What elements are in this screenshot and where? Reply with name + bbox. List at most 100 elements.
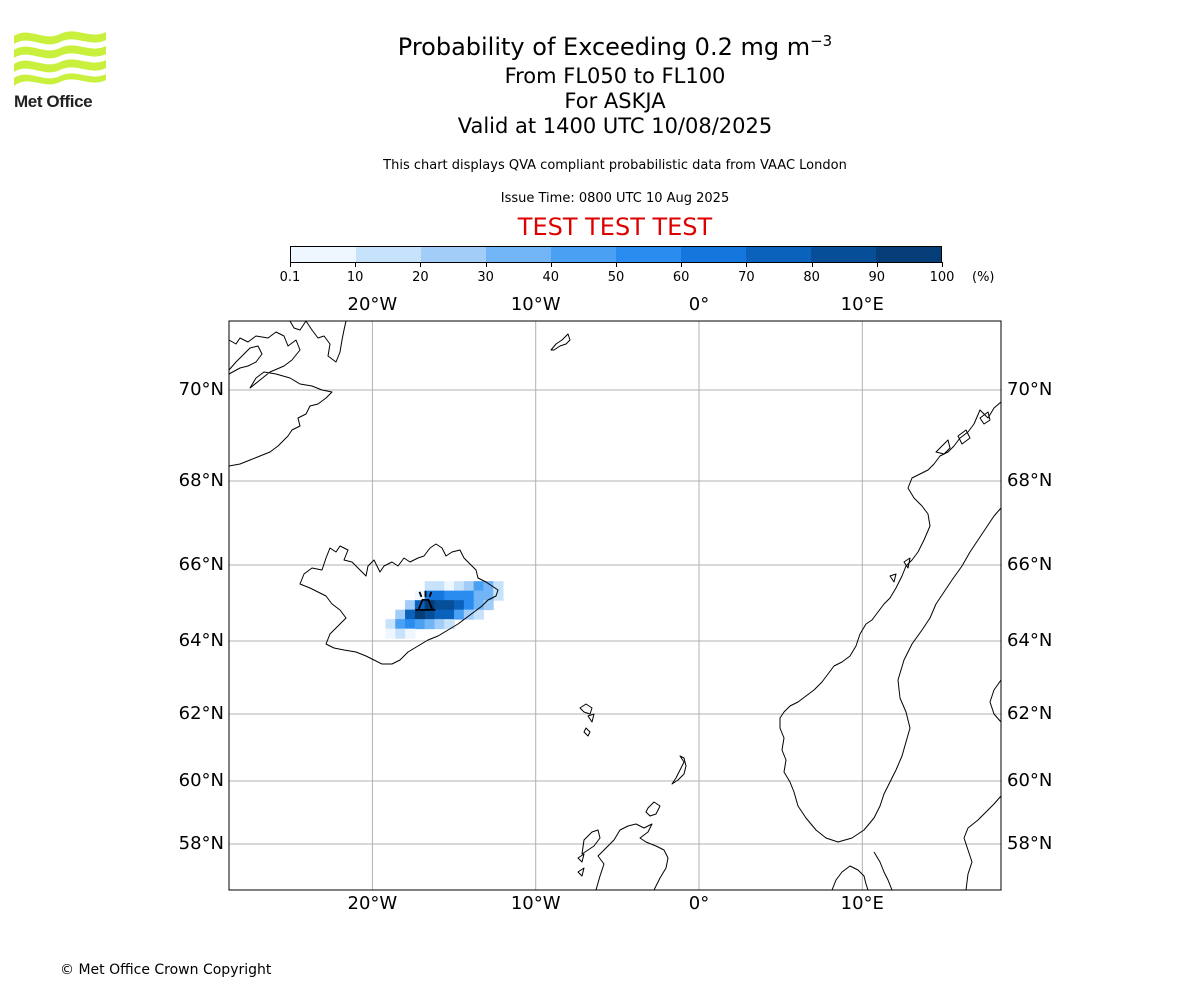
colorbar-segment bbox=[356, 247, 421, 262]
probability-cell bbox=[414, 609, 426, 620]
lon-tick-label-top: 20°W bbox=[347, 294, 398, 315]
probability-cell bbox=[395, 609, 406, 620]
map-frame bbox=[228, 320, 1002, 891]
probability-cell bbox=[454, 590, 465, 601]
probability-cell bbox=[405, 600, 416, 611]
colorbar-tick bbox=[550, 262, 552, 267]
probability-cell bbox=[473, 590, 484, 601]
probability-cell bbox=[405, 609, 416, 620]
flight-levels: From FL050 to FL100 bbox=[504, 64, 726, 88]
lon-tick-label-top: 0° bbox=[688, 294, 710, 315]
coastline-orkney bbox=[645, 801, 661, 817]
coastline-shetland bbox=[671, 755, 687, 785]
probability-cell bbox=[463, 590, 475, 601]
lon-tick-label-bottom: 10°E bbox=[840, 893, 884, 914]
lat-tick-label-right: 66°N bbox=[1007, 554, 1053, 575]
probability-cell bbox=[444, 581, 455, 592]
probability-cell bbox=[463, 581, 475, 592]
probability-cell bbox=[395, 619, 406, 630]
colorbar-tick-label: 40 bbox=[542, 270, 560, 285]
probability-cell bbox=[473, 600, 484, 611]
probability-cell bbox=[444, 619, 455, 630]
probability-cell bbox=[424, 609, 435, 620]
colorbar-segment bbox=[486, 247, 551, 262]
probability-cell bbox=[405, 628, 416, 639]
probability-cell bbox=[454, 581, 465, 592]
colorbar-segment bbox=[746, 247, 811, 262]
lat-tick-label-right: 60°N bbox=[1007, 770, 1053, 791]
coastline-greenland-north bbox=[228, 345, 263, 375]
probability-cell bbox=[434, 581, 445, 592]
colorbar-tick bbox=[290, 262, 291, 267]
colorbar-tick-label: 60 bbox=[672, 270, 690, 285]
lon-tick-label-bottom: 0° bbox=[688, 893, 710, 914]
logo-text: Met Office bbox=[14, 92, 93, 111]
lon-tick-label-bottom: 20°W bbox=[347, 893, 398, 914]
colorbar-segment bbox=[551, 247, 616, 262]
probability-cell bbox=[483, 600, 494, 611]
probability-cell bbox=[483, 581, 494, 592]
coastline-norway-islands bbox=[889, 411, 991, 583]
probability-cell bbox=[454, 609, 465, 620]
copyright: © Met Office Crown Copyright bbox=[60, 962, 272, 978]
colorbar-segment bbox=[876, 247, 941, 262]
volcano-icon bbox=[415, 590, 436, 611]
issue-time: Issue Time: 0800 UTC 10 Aug 2025 bbox=[500, 191, 730, 206]
lat-tick-label-right: 58°N bbox=[1007, 833, 1053, 854]
chart-title-block: Probability of Exceeding 0.2 mg m−3 From… bbox=[215, 24, 1015, 139]
colorbar-segment bbox=[616, 247, 681, 262]
colorbar-tick-label: 30 bbox=[477, 270, 494, 285]
colorbar-tick-label: 20 bbox=[412, 270, 429, 285]
coastline-scotland bbox=[595, 823, 669, 891]
colorbar-segment bbox=[291, 247, 356, 262]
probability-cell bbox=[444, 590, 455, 601]
colorbar-tick bbox=[942, 262, 943, 267]
probability-cell bbox=[434, 619, 445, 630]
lat-tick-label-left: 58°N bbox=[178, 833, 224, 854]
probability-cell bbox=[444, 609, 455, 620]
coastline-scotland-west bbox=[577, 829, 601, 877]
probability-cell bbox=[493, 581, 504, 592]
chart-subtitle: This chart displays QVA compliant probab… bbox=[383, 158, 847, 173]
lat-tick-label-left: 70°N bbox=[178, 379, 224, 400]
colorbar-tick bbox=[420, 262, 422, 267]
probability-cell bbox=[385, 619, 396, 630]
lon-tick-label-top: 10°E bbox=[840, 294, 884, 315]
probability-cell bbox=[405, 619, 416, 630]
met-office-logo: Met Office bbox=[14, 28, 110, 112]
lat-tick-label-left: 68°N bbox=[178, 470, 224, 491]
lon-tick-label-bottom: 10°W bbox=[510, 893, 561, 914]
colorbar-tick-label: 10 bbox=[346, 270, 364, 285]
chart-title: Probability of Exceeding 0.2 mg m−3 bbox=[215, 24, 1015, 64]
colorbar-tick-label: 50 bbox=[607, 270, 625, 285]
lat-tick-label-right: 70°N bbox=[1007, 379, 1053, 400]
test-banner: TEST TEST TEST bbox=[517, 213, 713, 241]
colorbar-tick-label: 0.1 bbox=[279, 270, 301, 285]
coastline-sweden-south bbox=[963, 795, 1002, 891]
probability-cell bbox=[463, 609, 475, 620]
gridlines bbox=[229, 321, 1001, 890]
lat-tick-label-right: 68°N bbox=[1007, 470, 1053, 491]
colorbar-segment bbox=[681, 247, 746, 262]
colorbar-segment bbox=[811, 247, 876, 262]
colorbar-tick bbox=[355, 262, 357, 267]
lat-tick-label-right: 62°N bbox=[1007, 703, 1053, 724]
probability-cell bbox=[414, 619, 426, 630]
probability-cell bbox=[424, 619, 435, 630]
probability-cell bbox=[463, 600, 475, 611]
probability-cell bbox=[444, 600, 455, 611]
met-office-waves-icon bbox=[14, 31, 106, 86]
coastline-norway bbox=[779, 401, 1002, 843]
volcano-name: For ASKJA bbox=[564, 89, 666, 113]
lat-tick-label-left: 64°N bbox=[178, 630, 224, 651]
coastline-iceland bbox=[299, 543, 499, 665]
valid-time: Valid at 1400 UTC 10/08/2025 bbox=[457, 114, 773, 138]
coastlines bbox=[228, 320, 1002, 891]
probability-cell bbox=[483, 590, 494, 601]
lat-tick-label-left: 66°N bbox=[178, 554, 224, 575]
probability-cell bbox=[385, 628, 396, 639]
colorbar-tick-label: 70 bbox=[738, 270, 755, 285]
colorbar-tick-label: 90 bbox=[868, 270, 886, 285]
coastline-faroe bbox=[579, 703, 595, 737]
